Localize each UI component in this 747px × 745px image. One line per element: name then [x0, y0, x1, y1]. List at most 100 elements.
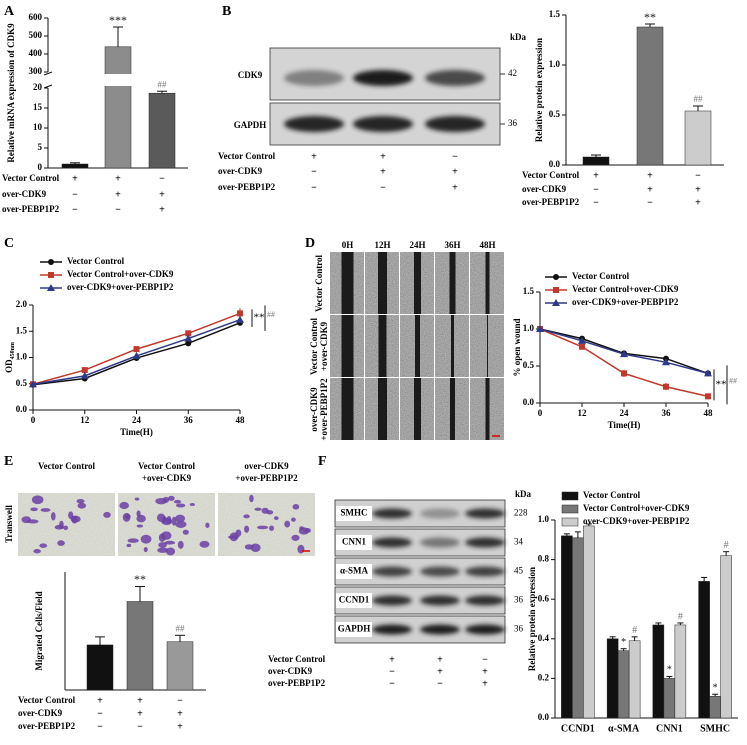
condition-sign: + [380, 166, 386, 177]
bar [606, 638, 619, 719]
cell [39, 543, 48, 548]
cell [161, 517, 173, 526]
wound-gap [450, 378, 455, 440]
wound-gap [378, 252, 387, 314]
cell [122, 512, 131, 522]
y-axis-label: OD450nm [4, 342, 16, 373]
blot-band [465, 624, 505, 635]
condition-name: Vector Control [218, 151, 276, 161]
band-label: GAPDH [234, 120, 267, 130]
kda-label: 42 [508, 68, 517, 78]
group-label: +over-CDK9 [319, 321, 329, 371]
kda-label: 36 [508, 118, 518, 128]
blot-band [353, 116, 413, 132]
marker [185, 340, 192, 347]
wound-gap [451, 315, 454, 377]
wound-gap [485, 378, 490, 440]
cell [40, 508, 51, 512]
marker [29, 380, 37, 388]
group-label: over-CDK9 [309, 387, 319, 432]
x-tick-label: 36 [662, 408, 672, 418]
blot-band [465, 566, 505, 577]
condition-sign: + [115, 173, 121, 184]
y-tick-label: 1.5 [16, 325, 28, 335]
significance: # [678, 611, 683, 622]
label-box [336, 593, 372, 608]
legend-marker [552, 299, 560, 306]
cell [249, 494, 254, 503]
bar [148, 92, 176, 169]
wound-gap [449, 252, 456, 314]
legend-label: Vector Control [67, 256, 125, 266]
condition-sign: − [311, 182, 317, 193]
cell [136, 510, 141, 518]
condition-sign: + [137, 708, 143, 719]
x-tick-label: 48 [236, 415, 246, 425]
panel-label: E [4, 454, 13, 469]
cell [103, 511, 111, 518]
bar [61, 163, 89, 169]
significance: ** [644, 10, 656, 24]
wound-gap [487, 315, 488, 377]
kda-header: kDa [515, 489, 532, 499]
bar [582, 156, 610, 166]
condition-name: over-CDK9 [2, 189, 47, 199]
break-gap [104, 74, 132, 86]
y-tick-label: 400 [29, 48, 43, 58]
wound-gap [414, 378, 421, 440]
condition-sign: + [452, 182, 458, 193]
blot-band [284, 116, 344, 132]
condition-sign: − [137, 721, 143, 732]
cell [126, 543, 132, 548]
condition-name: over-CDK9 [268, 666, 313, 676]
cell [173, 499, 182, 504]
wound-gap [414, 252, 421, 314]
band-label: SMHC [341, 508, 368, 518]
cell [21, 516, 31, 524]
condition-sign: − [452, 151, 458, 162]
cell [189, 503, 196, 507]
blot-band [420, 624, 460, 635]
marker [705, 393, 711, 400]
marker [536, 325, 544, 332]
kda-label: 45 [514, 566, 524, 576]
condition-sign: − [482, 654, 488, 665]
x-tick-label: CNN1 [656, 723, 683, 734]
condition-sign: − [389, 666, 395, 677]
wound-gap [485, 252, 490, 314]
blot-band [420, 537, 460, 548]
y-tick-label: 500 [29, 30, 43, 40]
row-label: Transwell [4, 505, 14, 543]
condition-sign: + [159, 189, 165, 200]
cell [54, 524, 64, 530]
transwell-texture [18, 493, 115, 556]
significance: ** [254, 312, 265, 324]
cell [31, 495, 44, 505]
legend-swatch [561, 504, 579, 514]
marker [236, 315, 244, 323]
cell [175, 520, 187, 528]
blot-band [372, 508, 412, 519]
condition-sign: + [437, 666, 443, 677]
legend-marker [48, 259, 54, 265]
condition-name: over-PEBP1P2 [218, 182, 276, 192]
y-tick-label: 0.0 [549, 159, 561, 169]
cell [168, 495, 175, 501]
condition-sign: + [482, 666, 488, 677]
group-label: Vector Control [38, 461, 96, 471]
x-axis-label: Time(H) [120, 427, 153, 437]
group-label: +over-PEBP1P2 [235, 473, 298, 483]
bar [674, 624, 687, 719]
y-tick-label: 0.6 [538, 593, 550, 603]
x-tick-label: CCND1 [561, 723, 595, 734]
condition-name: over-PEBP1P2 [268, 678, 326, 688]
y-axis-label: % open wound [512, 318, 522, 376]
band-label: CDK9 [238, 70, 263, 80]
condition-sign: − [593, 197, 599, 208]
cell [273, 516, 279, 521]
condition-sign: − [593, 184, 599, 195]
condition-sign: − [97, 721, 103, 732]
cell [57, 540, 65, 546]
kda-label: 34 [514, 537, 524, 547]
legend-label: over-CDK9+over-PEBP1P2 [583, 516, 690, 526]
